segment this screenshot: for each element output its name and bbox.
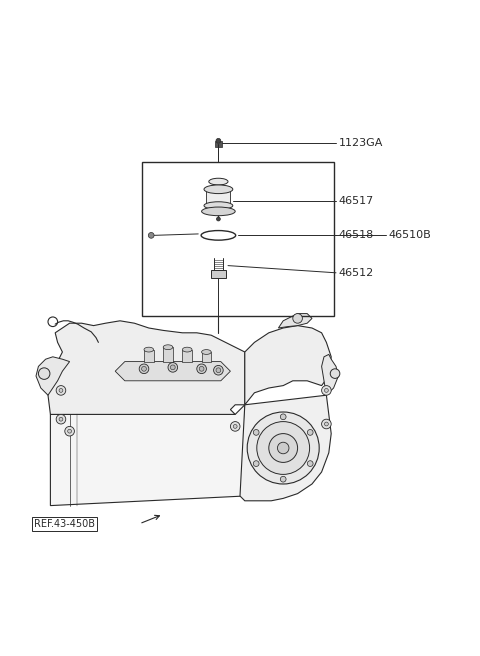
Circle shape <box>65 426 74 436</box>
Ellipse shape <box>209 178 228 185</box>
Circle shape <box>253 430 259 436</box>
Circle shape <box>322 386 331 395</box>
Bar <box>182 350 192 361</box>
Bar <box>142 163 334 316</box>
Circle shape <box>214 365 223 375</box>
Circle shape <box>307 430 313 436</box>
Circle shape <box>170 365 175 370</box>
Text: 1123GA: 1123GA <box>338 138 383 148</box>
Bar <box>144 350 154 361</box>
Circle shape <box>330 369 340 379</box>
Ellipse shape <box>202 207 235 216</box>
Circle shape <box>216 138 221 143</box>
Bar <box>202 352 211 361</box>
Polygon shape <box>50 405 245 506</box>
Circle shape <box>38 368 50 379</box>
Polygon shape <box>115 361 230 380</box>
Circle shape <box>293 314 302 323</box>
Ellipse shape <box>182 347 192 352</box>
Circle shape <box>216 368 221 373</box>
Circle shape <box>230 422 240 431</box>
Ellipse shape <box>204 185 233 194</box>
Circle shape <box>277 442 289 454</box>
Circle shape <box>59 388 63 392</box>
Circle shape <box>324 422 328 426</box>
Circle shape <box>280 414 286 420</box>
Bar <box>215 141 222 147</box>
Polygon shape <box>322 354 338 395</box>
Ellipse shape <box>202 350 211 354</box>
Polygon shape <box>245 325 331 405</box>
Text: 46518: 46518 <box>338 230 373 240</box>
Circle shape <box>247 412 319 484</box>
Polygon shape <box>48 321 245 415</box>
Circle shape <box>324 388 328 392</box>
Ellipse shape <box>204 202 233 209</box>
Ellipse shape <box>144 347 154 352</box>
Circle shape <box>280 476 286 482</box>
Circle shape <box>322 419 331 429</box>
Text: 46510B: 46510B <box>389 230 432 240</box>
Circle shape <box>56 415 66 424</box>
Polygon shape <box>36 357 70 395</box>
Bar <box>163 347 173 361</box>
Polygon shape <box>240 395 331 501</box>
Circle shape <box>216 217 220 221</box>
Circle shape <box>56 386 66 395</box>
Text: 5
5: 5 5 <box>286 447 290 458</box>
Circle shape <box>257 422 310 474</box>
Ellipse shape <box>163 345 173 350</box>
Circle shape <box>233 424 237 428</box>
Polygon shape <box>278 314 312 328</box>
Text: REF.43-450B: REF.43-450B <box>34 519 95 529</box>
Text: 46512: 46512 <box>338 268 373 277</box>
Circle shape <box>269 434 298 462</box>
Circle shape <box>142 367 146 371</box>
Circle shape <box>199 367 204 371</box>
Circle shape <box>197 364 206 374</box>
Circle shape <box>307 461 313 466</box>
Circle shape <box>68 429 72 433</box>
Circle shape <box>168 363 178 372</box>
Circle shape <box>253 461 259 466</box>
Polygon shape <box>206 190 230 205</box>
Bar <box>211 270 226 278</box>
Text: 46517: 46517 <box>338 195 373 206</box>
Circle shape <box>148 232 154 238</box>
Circle shape <box>139 364 149 374</box>
Circle shape <box>59 417 63 421</box>
